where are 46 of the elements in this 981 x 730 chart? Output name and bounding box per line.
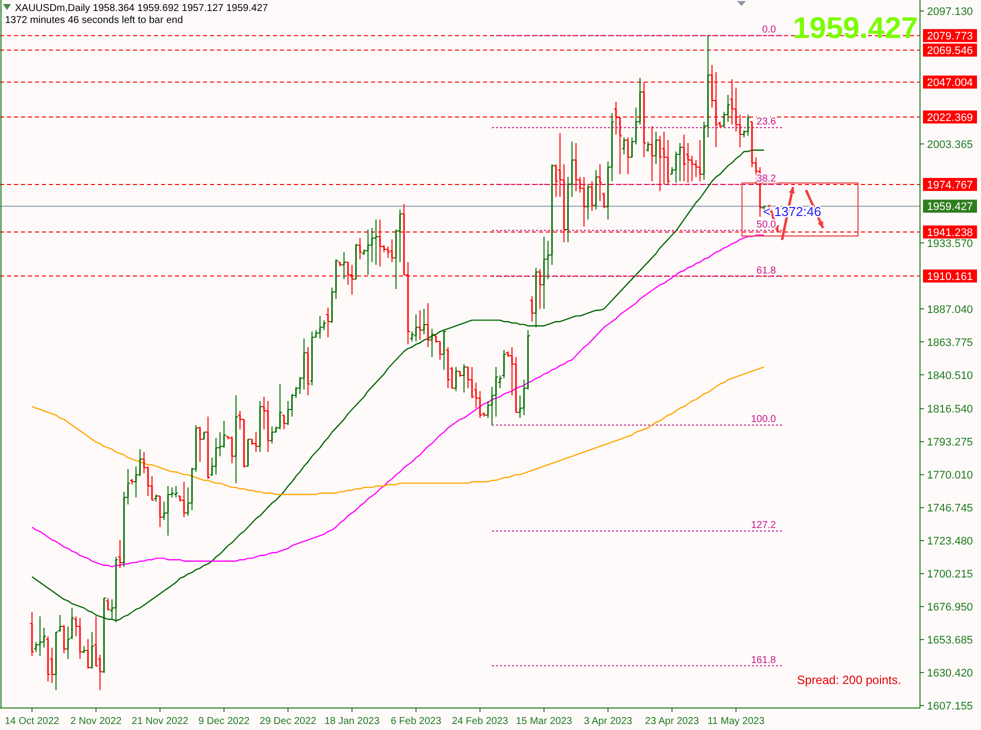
y-tick-label: 1816.540 xyxy=(927,404,973,416)
y-tick-label: 1840.510 xyxy=(927,370,973,382)
x-tick-label: 29 Dec 2022 xyxy=(260,716,317,727)
x-tick-label: 2 Nov 2022 xyxy=(70,716,122,727)
y-tick-label: 1770.010 xyxy=(927,470,973,482)
annotation: 61.8 xyxy=(756,265,776,276)
ref-line-label: 2079.773 xyxy=(927,30,973,43)
x-tick-label: 15 Mar 2023 xyxy=(516,716,573,727)
x-tick-label: 9 Dec 2022 xyxy=(198,716,250,727)
y-tick-label: 1607.155 xyxy=(927,700,973,713)
x-tick-label: 14 Oct 2022 xyxy=(4,716,60,727)
x-tick-label: 11 May 2023 xyxy=(707,716,765,727)
y-tick-label: 1676.950 xyxy=(927,602,973,614)
y-tick-label: 1630.420 xyxy=(927,668,973,680)
y-tick-label: 1933.570 xyxy=(927,238,973,250)
y-tick-label: 1793.275 xyxy=(927,436,973,449)
ref-line-label: 1941.238 xyxy=(927,226,973,239)
text: 1959.427 xyxy=(792,12,918,45)
x-tick-label: 3 Apr 2023 xyxy=(584,716,633,727)
x-tick-label: 6 Feb 2023 xyxy=(390,716,442,727)
y-tick-label: 1746.745 xyxy=(927,502,973,515)
annotation: 161.8 xyxy=(750,654,776,666)
y-tick-label: 1863.775 xyxy=(927,336,973,349)
annotation: 100.0 xyxy=(750,414,776,426)
y-tick-label: 2003.365 xyxy=(927,138,973,151)
ref-line-label: 1974.767 xyxy=(927,179,973,192)
x-tick-label: 18 Jan 2023 xyxy=(324,716,380,727)
annotation: 127.2 xyxy=(750,520,776,531)
annotation: 0.0 xyxy=(762,24,776,36)
y-tick-label: 2097.130 xyxy=(927,6,973,18)
x-tick-label: 23 Apr 2023 xyxy=(645,716,700,727)
x-tick-label: 21 Nov 2022 xyxy=(132,716,189,727)
ref-line-label: 1910.161 xyxy=(927,271,973,284)
ref-line-label: 2022.369 xyxy=(927,112,973,124)
ref-line-label: 2047.004 xyxy=(927,77,973,90)
annotation: 23.6 xyxy=(756,116,776,128)
x-tick-label: 24 Feb 2023 xyxy=(452,716,509,727)
text: 1372 minutes 46 seconds left to bar end xyxy=(5,15,183,26)
y-tick-label: 1700.215 xyxy=(927,568,973,581)
y-tick-label: 1723.480 xyxy=(927,536,973,548)
text: Spread: 200 points. xyxy=(797,673,902,687)
y-tick-label: 1887.040 xyxy=(927,304,973,316)
ref-line-label: 2069.546 xyxy=(927,45,973,58)
ref-line-label: 1959.427 xyxy=(927,201,973,214)
chart-title: XAUUSDm,Daily 1958.364 1959.692 1957.127 1959.427 xyxy=(15,3,268,14)
y-tick-label: 1653.685 xyxy=(927,634,973,647)
